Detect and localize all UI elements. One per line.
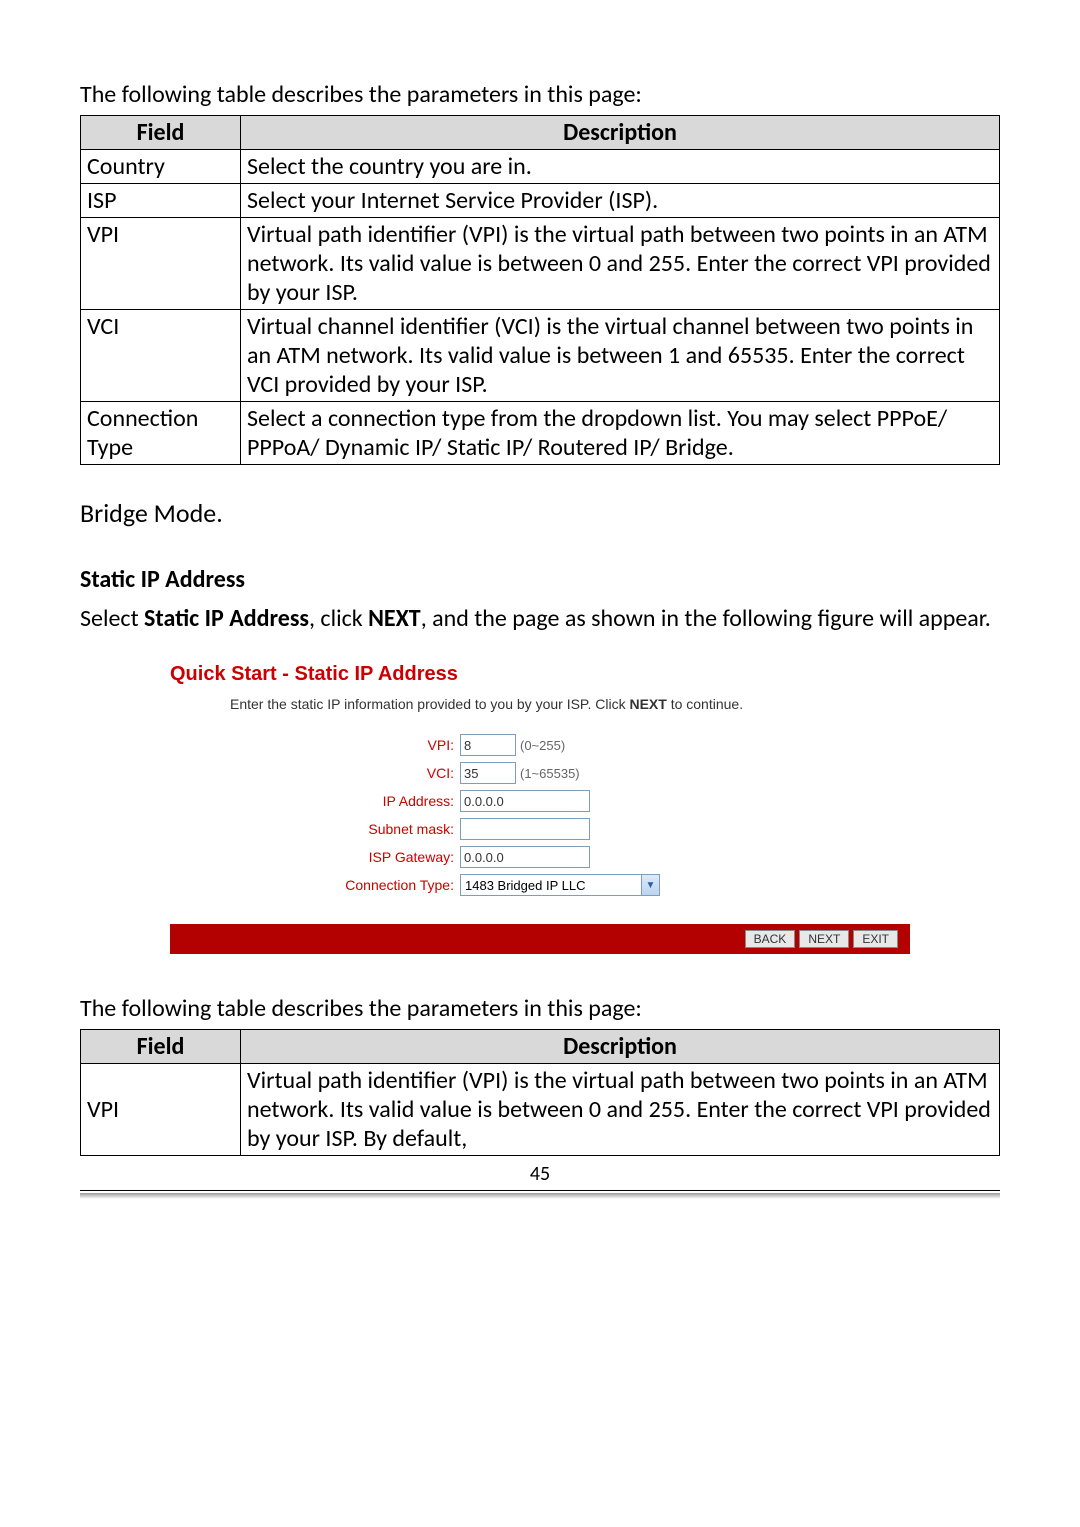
text-fragment: , click	[309, 604, 368, 633]
cell-field: VPI	[81, 218, 241, 310]
static-ip-heading: Static IP Address	[80, 565, 1000, 594]
label-gw: ISP Gateway:	[320, 849, 460, 865]
form-row-gw: ISP Gateway:	[320, 846, 910, 868]
select-value: 1483 Bridged IP LLC	[465, 878, 585, 893]
parameters-table-2: Field Description VPI Virtual path ident…	[80, 1029, 1000, 1156]
label-vpi: VPI:	[320, 737, 460, 753]
cell-desc: Virtual path identifier (VPI) is the vir…	[241, 218, 1000, 310]
label-ct: Connection Type:	[320, 877, 460, 893]
quick-start-title: Quick Start - Static IP Address	[170, 663, 910, 686]
input-vpi[interactable]	[460, 734, 516, 756]
cell-desc: Virtual path identifier (VPI) is the vir…	[241, 1064, 1000, 1156]
table2-header-desc: Description	[241, 1030, 1000, 1064]
cell-field: Country	[81, 150, 241, 184]
page-number: 45	[80, 1162, 1000, 1186]
form-row-mask: Subnet mask:	[320, 818, 910, 840]
footer-gradient	[80, 1193, 1000, 1199]
label-vci: VCI:	[320, 765, 460, 781]
intro-text-1: The following table describes the parame…	[80, 80, 1000, 109]
input-ip[interactable]	[460, 790, 590, 812]
quick-start-form: VPI: (0~255) VCI: (1~65535) IP Address: …	[320, 734, 910, 896]
cell-field: Connection Type	[81, 402, 241, 465]
bridge-mode-text: Bridge Mode.	[80, 497, 1000, 529]
input-gw[interactable]	[460, 846, 590, 868]
cell-field: VPI	[81, 1064, 241, 1156]
cell-desc: Select the country you are in.	[241, 150, 1000, 184]
input-mask[interactable]	[460, 818, 590, 840]
quick-start-panel: Quick Start - Static IP Address Enter th…	[170, 663, 910, 954]
text-fragment: Enter the static IP information provided…	[230, 696, 629, 712]
text-bold: NEXT	[629, 696, 666, 712]
chevron-down-icon: ▼	[641, 875, 659, 895]
select-connection-type[interactable]: 1483 Bridged IP LLC ▼	[460, 874, 660, 896]
parameters-table-1: Field Description Country Select the cou…	[80, 115, 1000, 465]
text-bold: Static IP Address	[144, 604, 309, 633]
text-bold: NEXT	[368, 604, 421, 633]
back-button[interactable]: BACK	[745, 930, 796, 948]
exit-button[interactable]: EXIT	[853, 930, 898, 948]
text-fragment: Select	[80, 604, 144, 633]
form-row-ip: IP Address:	[320, 790, 910, 812]
cell-desc: Select your Internet Service Provider (I…	[241, 184, 1000, 218]
form-row-ct: Connection Type: 1483 Bridged IP LLC ▼	[320, 874, 910, 896]
next-button[interactable]: NEXT	[799, 930, 849, 948]
form-row-vci: VCI: (1~65535)	[320, 762, 910, 784]
label-ip: IP Address:	[320, 793, 460, 809]
table-row: Connection Type Select a connection type…	[81, 402, 1000, 465]
static-ip-description: Select Static IP Address, click NEXT, an…	[80, 604, 1000, 633]
cell-field: ISP	[81, 184, 241, 218]
table-row: VPI Virtual path identifier (VPI) is the…	[81, 218, 1000, 310]
table-row: VCI Virtual channel identifier (VCI) is …	[81, 310, 1000, 402]
quick-start-button-bar: BACK NEXT EXIT	[170, 924, 910, 954]
intro-text-2: The following table describes the parame…	[80, 994, 1000, 1023]
table1-header-field: Field	[81, 116, 241, 150]
hint-vci: (1~65535)	[520, 766, 580, 781]
text-fragment: to continue.	[667, 696, 743, 712]
quick-start-subtitle: Enter the static IP information provided…	[230, 696, 910, 712]
table2-header-field: Field	[81, 1030, 241, 1064]
cell-field: VCI	[81, 310, 241, 402]
cell-desc: Virtual channel identifier (VCI) is the …	[241, 310, 1000, 402]
table-row: Country Select the country you are in.	[81, 150, 1000, 184]
form-row-vpi: VPI: (0~255)	[320, 734, 910, 756]
table-row: VPI Virtual path identifier (VPI) is the…	[81, 1064, 1000, 1156]
cell-desc: Select a connection type from the dropdo…	[241, 402, 1000, 465]
input-vci[interactable]	[460, 762, 516, 784]
table1-header-desc: Description	[241, 116, 1000, 150]
hint-vpi: (0~255)	[520, 738, 565, 753]
text-fragment: , and the page as shown in the following…	[421, 604, 991, 633]
label-mask: Subnet mask:	[320, 821, 460, 837]
table-row: ISP Select your Internet Service Provide…	[81, 184, 1000, 218]
footer-divider	[80, 1190, 1000, 1191]
